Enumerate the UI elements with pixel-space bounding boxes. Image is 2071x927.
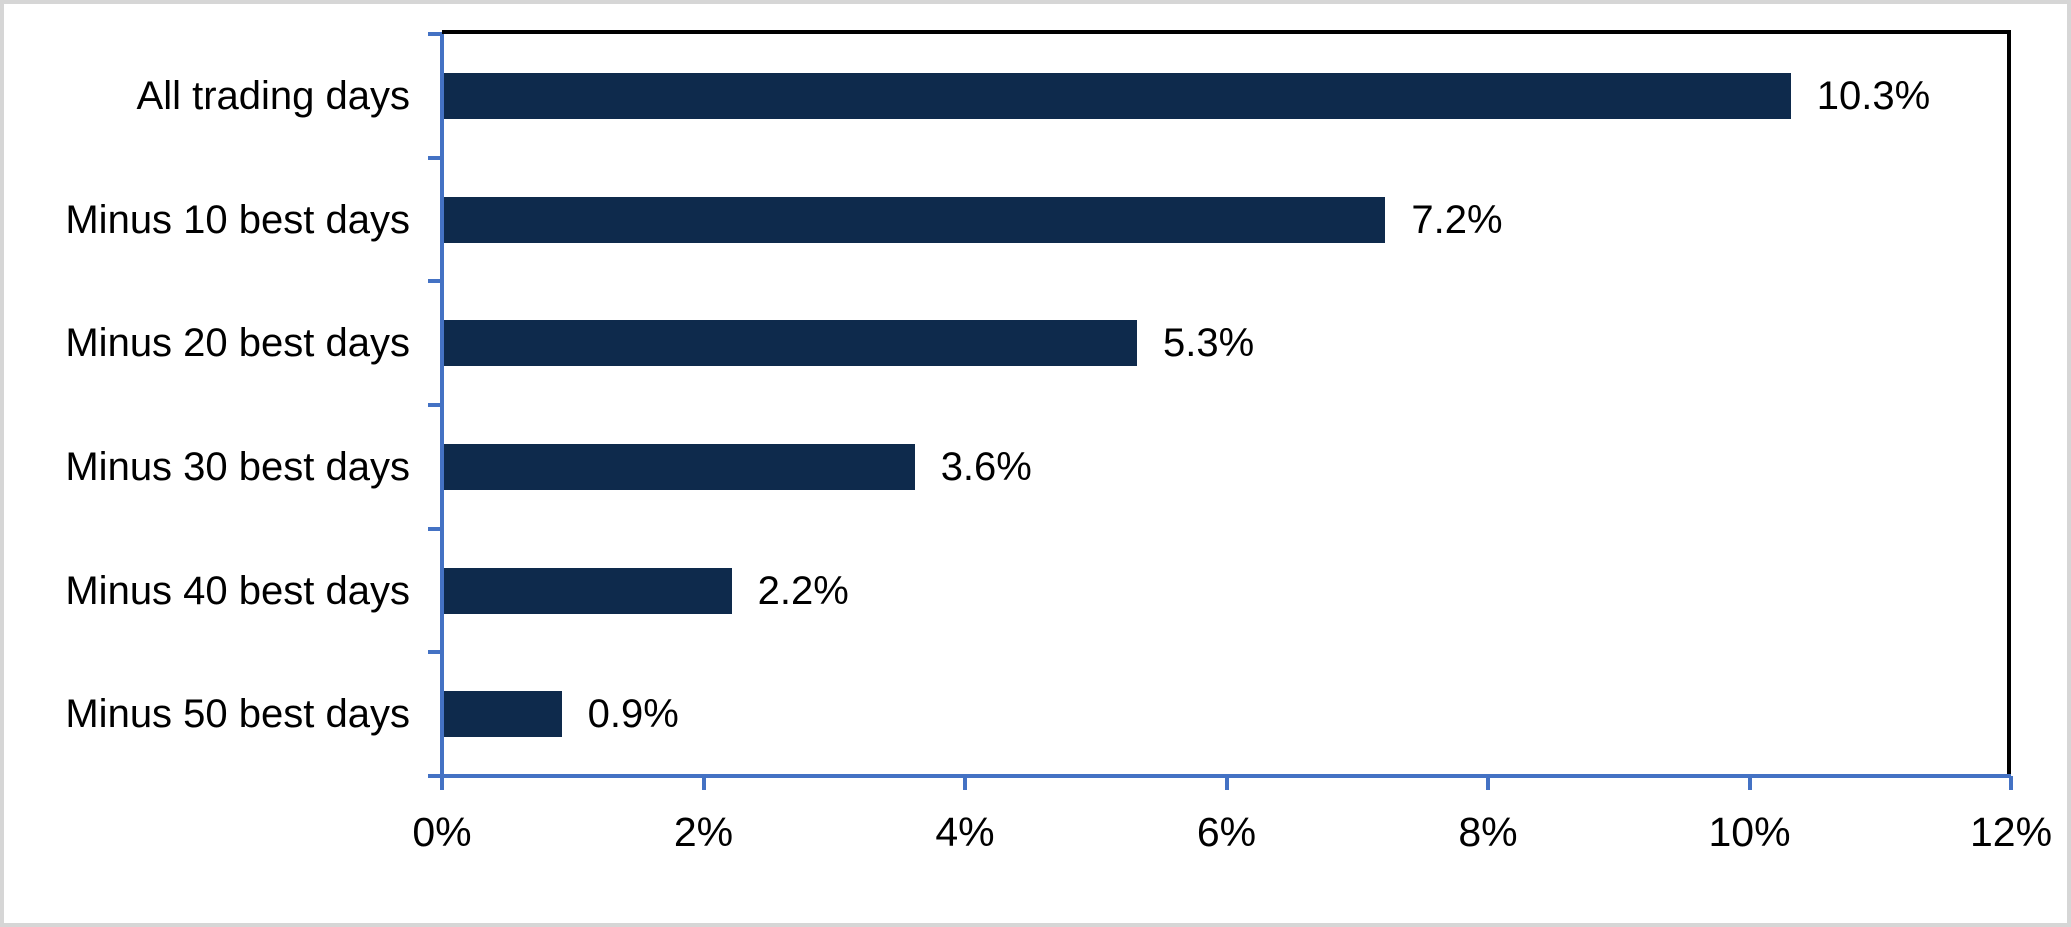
x-tick-mark	[963, 776, 967, 790]
category-label: All trading days	[136, 73, 410, 118]
y-tick-mark	[428, 774, 442, 778]
x-tick-label: 10%	[1708, 809, 1791, 855]
category-label: Minus 50 best days	[65, 692, 410, 737]
x-tick-mark	[1747, 776, 1752, 790]
value-label: 2.2%	[757, 568, 849, 613]
bar	[444, 320, 1137, 367]
y-tick-mark	[428, 526, 442, 531]
x-tick-mark	[440, 776, 444, 790]
x-axis-line	[428, 774, 2011, 778]
value-label: 0.9%	[587, 692, 679, 737]
x-tick-label: 6%	[1196, 809, 1257, 855]
x-tick-mark	[2009, 776, 2013, 790]
x-tick-mark	[1486, 776, 1490, 790]
y-axis-line	[440, 34, 444, 790]
x-tick-mark	[1224, 776, 1229, 790]
y-tick-mark	[428, 650, 442, 655]
bar	[444, 72, 1791, 119]
value-label: 3.6%	[940, 444, 1032, 489]
x-tick-label: 0%	[412, 809, 472, 855]
x-tick-label: 12%	[1969, 809, 2053, 855]
x-tick-mark	[701, 776, 706, 790]
bar	[444, 691, 562, 738]
category-label: Minus 40 best days	[65, 568, 410, 613]
value-label: 5.3%	[1162, 321, 1255, 366]
x-tick-label: 8%	[1458, 809, 1518, 855]
bar	[444, 567, 732, 614]
y-tick-mark	[428, 155, 442, 160]
value-label: 7.2%	[1411, 197, 1503, 242]
x-tick-label: 4%	[935, 809, 995, 855]
category-label: Minus 10 best days	[65, 197, 410, 242]
plot-area-border	[442, 30, 2011, 776]
y-tick-mark	[428, 403, 442, 407]
bar	[444, 196, 1386, 243]
y-tick-mark	[428, 279, 442, 284]
y-tick-mark	[428, 32, 442, 36]
value-label: 10.3%	[1816, 73, 1931, 118]
category-label: Minus 30 best days	[65, 444, 410, 489]
bar	[444, 443, 915, 490]
x-tick-label: 2%	[673, 809, 734, 855]
category-label: Minus 20 best days	[65, 321, 410, 366]
